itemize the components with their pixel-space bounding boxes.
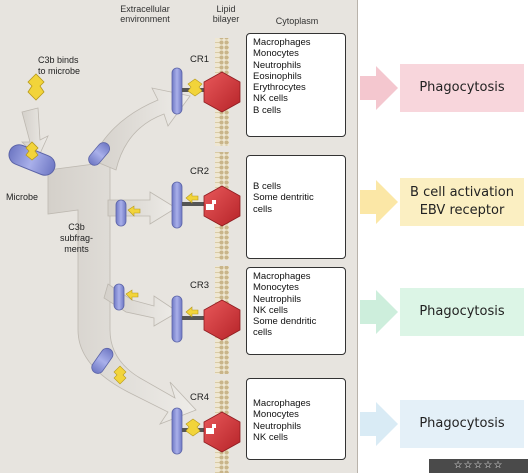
outcome-arrow-cr4 — [360, 402, 398, 446]
cr2-label: CR2 — [190, 166, 210, 177]
cell-type: NK cells — [253, 431, 288, 443]
free-c3b-icon — [27, 73, 45, 101]
cell-type: Macrophages — [253, 37, 311, 48]
label-c3b-binds: C3b binds to microbe — [38, 55, 81, 76]
cr4-label: CR4 — [190, 392, 210, 403]
cr4-cell-list: Macrophages Monocytes Neutrophils NK cel… — [246, 378, 346, 460]
arrow-to-cr1 — [91, 87, 191, 171]
label-microbe: Microbe — [6, 192, 39, 202]
outcome-cr3: Phagocytosis — [400, 288, 524, 336]
cell-type: Some dendritic — [253, 316, 317, 328]
outcome-arrow-cr1 — [360, 66, 398, 110]
cr2-cell-list: B cells Some dentritic cells — [246, 155, 346, 259]
outcome-arrow-cr2 — [360, 180, 398, 224]
outcome-cr1: Phagocytosis — [400, 64, 524, 112]
cell-type: Neutrophils — [253, 420, 302, 432]
cell-type: Neutrophils — [253, 59, 302, 71]
cell-type: NK cells — [253, 304, 288, 316]
cr3-complex — [171, 295, 241, 343]
header-cytoplasm: Cytoplasm — [275, 16, 319, 26]
cr4-complex — [171, 407, 241, 455]
header-lipid-bilayer: Lipid bilayer — [212, 4, 240, 24]
cr1-complex — [171, 67, 241, 115]
outcome-arrows — [360, 66, 398, 446]
cell-type: Macrophages — [253, 271, 311, 282]
outcome-cr2: B cell activation EBV receptor — [400, 178, 524, 226]
label-subfragments: C3b subfrag- ments — [60, 222, 94, 254]
panel-divider — [357, 0, 358, 473]
cell-type: Monocytes — [253, 48, 299, 60]
trunk-arrow — [47, 161, 197, 425]
cell-type: Eosinophils — [253, 70, 302, 82]
cell-type: B cells — [253, 104, 281, 116]
cell-type: B cells — [253, 181, 281, 192]
cell-type: NK cells — [253, 93, 288, 105]
rating-stars[interactable]: ☆☆☆☆☆ — [429, 459, 528, 473]
cell-type: Monocytes — [253, 409, 299, 421]
cell-type: Neutrophils — [253, 293, 302, 305]
microbe-icon — [8, 141, 56, 176]
flow-arrows — [21, 87, 197, 425]
cr3-cell-list: Macrophages Monocytes Neutrophils NK cel… — [246, 267, 346, 355]
header-extracellular: Extracellular environment — [120, 4, 170, 24]
cr3-label: CR3 — [190, 280, 210, 291]
c3b-fragments — [88, 142, 141, 385]
cr2-complex — [171, 181, 241, 229]
outcome-arrow-cr3 — [360, 290, 398, 334]
receptor-complexes — [171, 67, 241, 455]
outcome-cr4: Phagocytosis — [400, 400, 524, 448]
cell-type: cells — [253, 327, 273, 339]
cr1-label: CR1 — [190, 54, 210, 65]
cell-type: Monocytes — [253, 282, 299, 294]
cr1-cell-list: Macrophages Monocytes Neutrophils Eosino… — [246, 33, 346, 137]
cell-type: Some dentritic — [253, 192, 314, 204]
cell-type: cells — [253, 203, 273, 215]
cell-type: Erythrocytes — [253, 82, 306, 94]
cell-type: Macrophages — [253, 398, 311, 409]
